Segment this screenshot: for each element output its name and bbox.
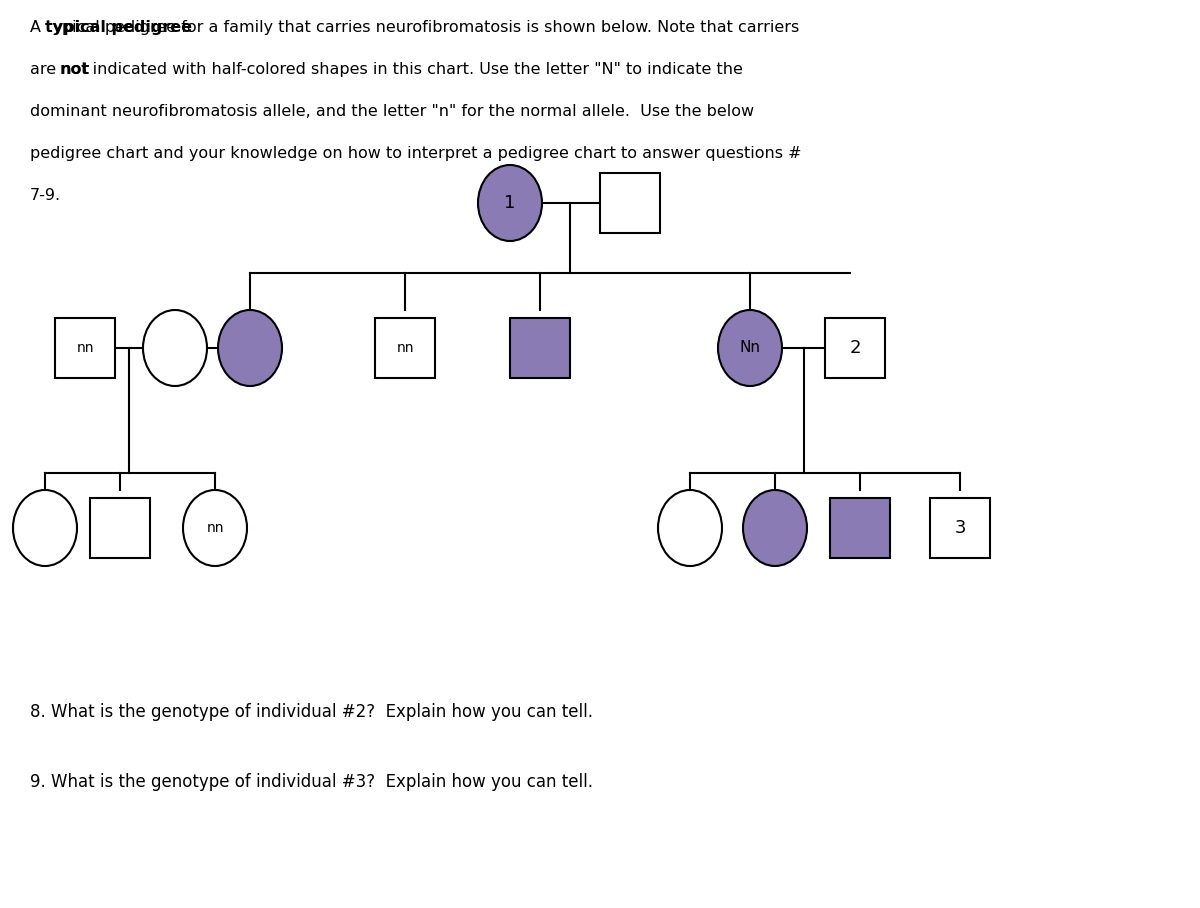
Text: 2: 2 bbox=[850, 339, 860, 357]
Text: 3: 3 bbox=[954, 519, 966, 537]
Bar bbox=[600, 173, 660, 233]
Ellipse shape bbox=[218, 310, 282, 386]
Ellipse shape bbox=[182, 490, 247, 566]
Bar bbox=[930, 498, 990, 558]
Text: 9. What is the genotype of individual #3?  Explain how you can tell.: 9. What is the genotype of individual #3… bbox=[30, 773, 593, 791]
Ellipse shape bbox=[13, 490, 77, 566]
Bar bbox=[374, 318, 434, 378]
Text: typical pedigree: typical pedigree bbox=[44, 20, 192, 35]
Bar bbox=[826, 318, 886, 378]
Bar bbox=[830, 498, 890, 558]
Text: 7-9.: 7-9. bbox=[30, 188, 61, 203]
Text: not: not bbox=[59, 62, 90, 77]
Text: nn: nn bbox=[396, 341, 414, 355]
Text: nn: nn bbox=[77, 341, 94, 355]
Text: pedigree chart and your knowledge on how to interpret a pedigree chart to answer: pedigree chart and your knowledge on how… bbox=[30, 146, 802, 161]
Text: A typical pedigree for a family that carries neurofibromatosis is shown below. N: A typical pedigree for a family that car… bbox=[30, 20, 799, 35]
Text: Nn: Nn bbox=[739, 340, 761, 356]
Text: nn: nn bbox=[206, 521, 223, 535]
Ellipse shape bbox=[143, 310, 208, 386]
Ellipse shape bbox=[478, 165, 542, 241]
Ellipse shape bbox=[658, 490, 722, 566]
Bar bbox=[90, 498, 150, 558]
Ellipse shape bbox=[718, 310, 782, 386]
Bar bbox=[510, 318, 570, 378]
Text: 8. What is the genotype of individual #2?  Explain how you can tell.: 8. What is the genotype of individual #2… bbox=[30, 703, 593, 721]
Text: 1: 1 bbox=[504, 194, 516, 212]
Text: dominant neurofibromatosis allele, and the letter "n" for the normal allele.  Us: dominant neurofibromatosis allele, and t… bbox=[30, 104, 754, 119]
Bar bbox=[55, 318, 115, 378]
Ellipse shape bbox=[743, 490, 808, 566]
Text: are not indicated with half-colored shapes in this chart. Use the letter "N" to : are not indicated with half-colored shap… bbox=[30, 62, 743, 77]
